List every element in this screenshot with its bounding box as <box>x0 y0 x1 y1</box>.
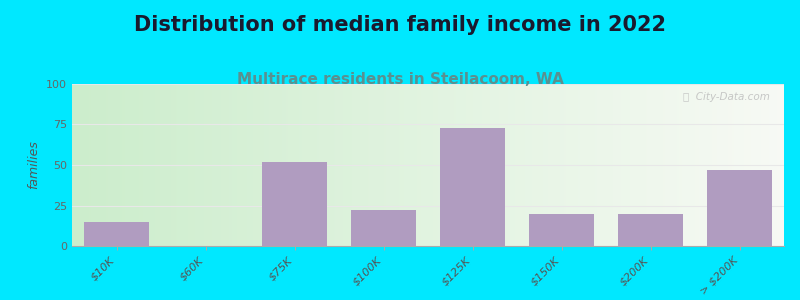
Bar <box>85 222 149 246</box>
Text: Distribution of median family income in 2022: Distribution of median family income in … <box>134 15 666 35</box>
Text: Multirace residents in Steilacoom, WA: Multirace residents in Steilacoom, WA <box>237 72 563 87</box>
Bar <box>262 162 326 246</box>
Bar <box>707 170 771 246</box>
Bar <box>618 214 682 246</box>
Bar <box>351 210 415 246</box>
Bar <box>530 214 594 246</box>
Text: ⓘ  City-Data.com: ⓘ City-Data.com <box>683 92 770 102</box>
Bar <box>441 128 505 246</box>
Y-axis label: families: families <box>27 141 41 189</box>
